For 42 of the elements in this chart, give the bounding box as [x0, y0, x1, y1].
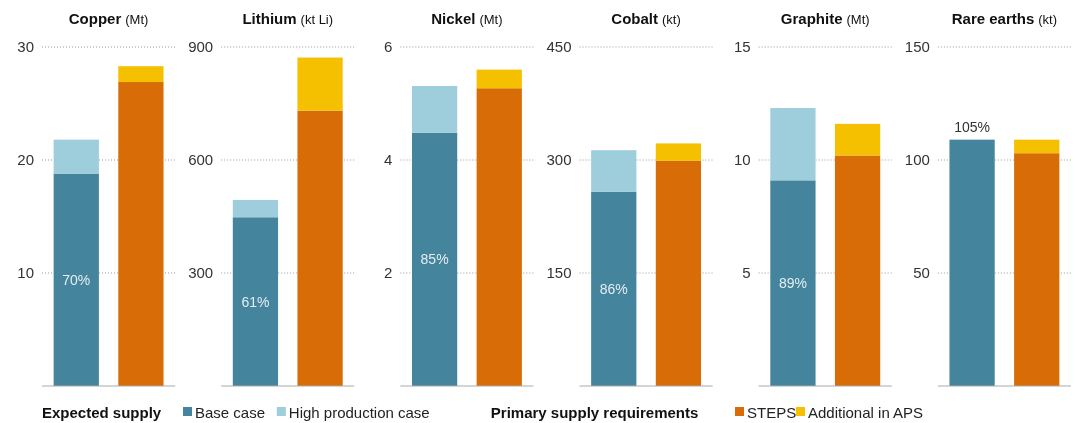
legend-label: Base case [195, 404, 266, 421]
annotation: 86% [599, 280, 628, 297]
y-tick-label: 20 [17, 151, 34, 168]
chart-title: Cobalt [611, 10, 659, 27]
legend-label: High production case [288, 404, 430, 421]
chart-subtitle: (kt) [662, 12, 681, 27]
y-tick-label: 10 [733, 151, 751, 168]
y-tick-label: 10 [17, 264, 34, 281]
y-tick-label: 600 [188, 151, 214, 168]
chart-title: Nickel [431, 10, 476, 27]
y-tick-label: 300 [188, 264, 214, 281]
chart-subtitle: (Mt) [479, 12, 503, 27]
legend-label: Additional in APS [808, 404, 924, 421]
chart-subtitle: (kt Li) [300, 12, 334, 27]
y-tick-label: 150 [904, 38, 930, 55]
y-tick-label: 30 [17, 38, 34, 55]
y-tick-label: 100 [904, 151, 930, 168]
annotation: 89% [778, 275, 807, 292]
y-tick-label: 15 [733, 38, 751, 55]
legend-label: STEPS [747, 404, 797, 421]
y-tick-label: 300 [546, 151, 572, 168]
annotation: 105% [954, 118, 990, 135]
y-tick-label: 450 [546, 38, 572, 55]
y-tick-label: 5 [742, 264, 751, 281]
chart-subtitle: (kt) [1038, 12, 1058, 27]
chart-title: Lithium [242, 10, 297, 27]
chart-title: Graphite [780, 10, 843, 27]
y-tick-label: 150 [546, 264, 572, 281]
y-tick-label: 2 [383, 264, 393, 281]
chart-title: Copper [68, 10, 122, 27]
annotation: 61% [241, 293, 270, 310]
annotation: 70% [62, 271, 91, 288]
y-tick-label: 4 [383, 151, 393, 168]
chart-subtitle: (Mt) [125, 12, 149, 27]
text: Primary supply requirements [490, 404, 699, 421]
chart-title: Rare earths [951, 10, 1035, 27]
y-tick-label: 50 [913, 264, 930, 281]
y-tick-label: 900 [188, 38, 214, 55]
y-tick-label: 6 [383, 38, 393, 55]
text: Expected supply [42, 404, 162, 421]
annotation: 85% [420, 251, 449, 268]
chart-subtitle: (Mt) [846, 12, 870, 27]
